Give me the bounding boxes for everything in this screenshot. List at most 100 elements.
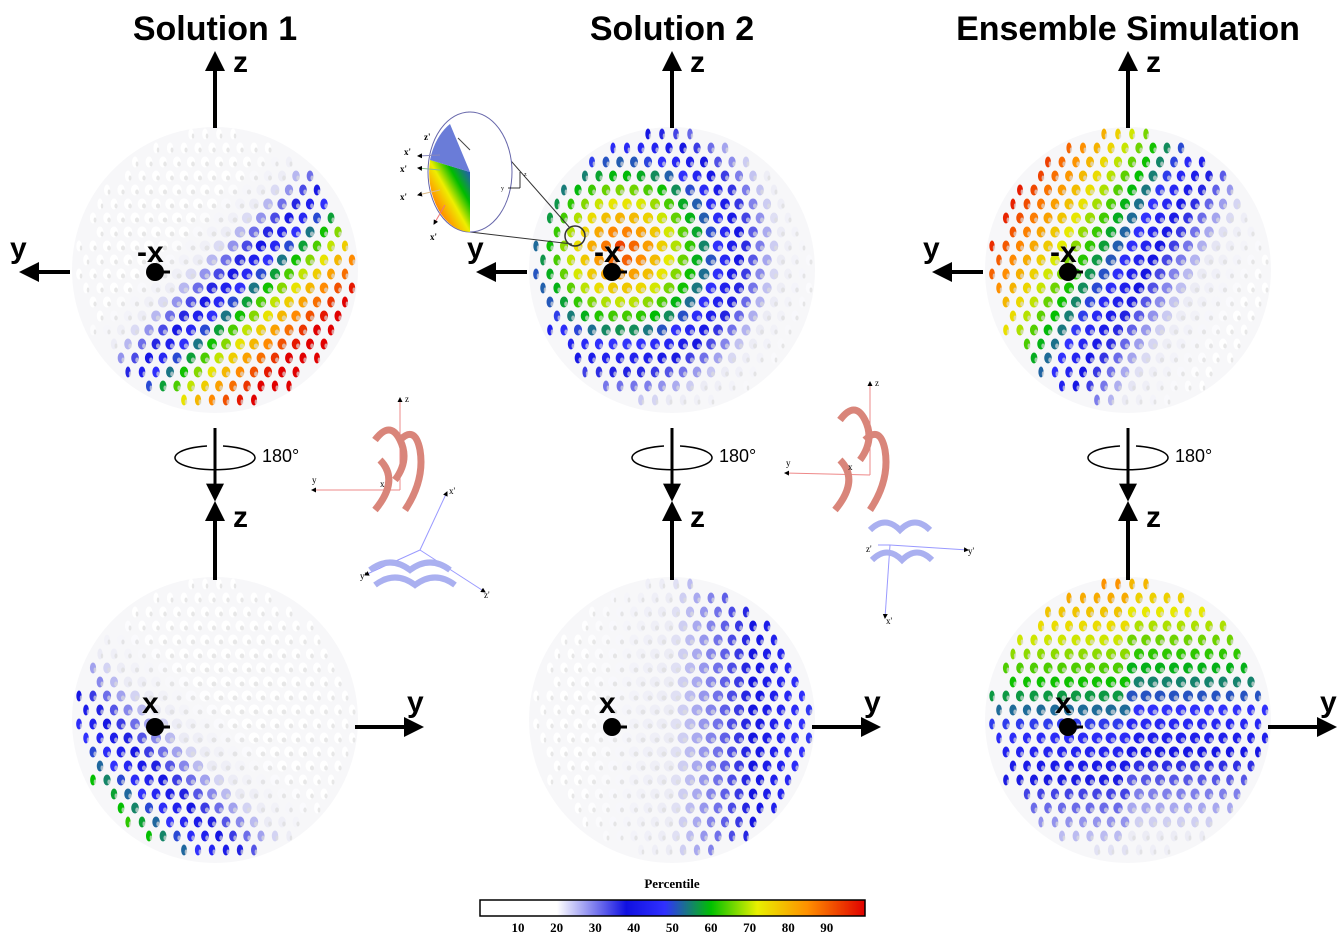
- sphere-dot-shade: [781, 766, 785, 771]
- sphere-dot-shade: [156, 766, 160, 771]
- sphere-dot-shade: [310, 232, 314, 237]
- sphere-dot-shade: [634, 274, 639, 279]
- sphere-dot-shade: [121, 640, 124, 645]
- sphere-dot-shade: [676, 246, 681, 251]
- sphere-dot-shade: [1146, 808, 1150, 813]
- sphere-dot-shade: [1153, 766, 1158, 771]
- sphere-dot-shade: [760, 724, 764, 729]
- sphere-dot-shade: [1111, 598, 1114, 603]
- sphere-dot-shade: [1083, 344, 1087, 349]
- sphere-dot: [1113, 213, 1123, 224]
- rotation-label: 180°: [719, 446, 756, 466]
- sphere-dot-shade: [767, 766, 771, 771]
- sphere-dot: [1134, 761, 1145, 772]
- sphere-dot: [636, 733, 647, 744]
- sphere-dot-shade: [128, 316, 132, 321]
- sphere-dot-shade: [1083, 232, 1088, 237]
- sphere-dot-shade: [324, 316, 328, 321]
- sphere-dot-shade: [205, 162, 209, 167]
- sphere-dot: [228, 663, 238, 674]
- sphere-dot-shade: [1181, 344, 1185, 349]
- sphere-dot-shade: [634, 612, 638, 617]
- sphere-dot-shade: [704, 612, 708, 617]
- sphere-dot: [1106, 761, 1116, 772]
- sphere-dot: [664, 255, 675, 266]
- sphere-dot-shade: [634, 358, 638, 363]
- sphere-dot: [636, 227, 646, 238]
- sphere-dot-shade: [261, 640, 265, 645]
- sphere-dot-shade: [1083, 766, 1088, 771]
- sphere-dot: [186, 269, 197, 280]
- sphere-dot-shade: [592, 724, 596, 729]
- sphere-dot: [643, 719, 654, 730]
- sphere-dot-shade: [205, 246, 210, 251]
- sphere-dot-shade: [233, 274, 238, 279]
- sphere-dot-shade: [1118, 668, 1123, 673]
- sphere-dot: [1106, 227, 1117, 238]
- sphere-dot-shade: [261, 386, 264, 391]
- sphere-dot-shade: [1034, 274, 1038, 279]
- sphere-dot-shade: [268, 344, 272, 349]
- sphere-dot-shade: [704, 640, 708, 645]
- sphere-dot-shade: [641, 794, 645, 799]
- sphere-dot: [207, 227, 218, 238]
- sphere-dot-shade: [114, 204, 117, 209]
- sphere-dot-shade: [268, 372, 272, 377]
- sphere-dot-shade: [205, 696, 210, 701]
- sphere-dot-shade: [1055, 626, 1058, 631]
- sphere-dot-shade: [1237, 766, 1241, 771]
- sphere-dot: [1134, 283, 1145, 294]
- sphere-dot-shade: [704, 808, 708, 813]
- sphere-dot-shade: [1160, 808, 1164, 813]
- sphere-dot-shade: [1125, 654, 1130, 659]
- sphere-dot-shade: [233, 190, 237, 195]
- sphere-dot-shade: [219, 190, 223, 195]
- sphere-dot-shade: [296, 626, 299, 631]
- sphere-dot-shade: [732, 808, 736, 813]
- sphere-dot: [1183, 269, 1193, 280]
- sphere-dot-shade: [781, 738, 785, 743]
- sphere-dot-shade: [143, 372, 146, 377]
- sphere-dot-shade: [303, 302, 307, 307]
- sphere-dot-shade: [1006, 274, 1009, 279]
- sphere-dot-shade: [592, 696, 596, 701]
- sphere-dot-shade: [1014, 766, 1017, 771]
- sphere-dot-shade: [212, 260, 217, 265]
- sphere-dot-shade: [199, 400, 202, 405]
- sphere-dot-shade: [1153, 372, 1157, 377]
- sphere-dot: [657, 691, 668, 702]
- sphere-dot-shade: [1049, 162, 1052, 167]
- sphere-dot-shade: [1174, 780, 1178, 785]
- sphere-dot-shade: [767, 654, 771, 659]
- sphere-dot-shade: [718, 752, 723, 757]
- sphere-dot-shade: [613, 316, 617, 321]
- sphere-dot-shade: [599, 794, 603, 799]
- sphere-dot-shade: [163, 640, 167, 645]
- sphere-dot-shade: [219, 836, 223, 841]
- sphere-dot-shade: [599, 288, 603, 293]
- sphere-dot-shade: [156, 682, 160, 687]
- sphere-dot-shade: [289, 218, 293, 223]
- sphere-dot-shade: [1188, 752, 1193, 757]
- sphere-dot-shade: [303, 218, 307, 223]
- sphere-dot-shade: [1132, 836, 1136, 841]
- sphere-dot-shade: [648, 190, 652, 195]
- sphere-dot-shade: [1160, 752, 1165, 757]
- sphere-dot-shade: [753, 822, 756, 827]
- sphere-dot: [242, 747, 253, 758]
- sphere-dot: [636, 677, 646, 688]
- sphere-dot-shade: [634, 190, 638, 195]
- sphere-dot: [1127, 269, 1138, 280]
- sphere-dot-shade: [760, 752, 764, 757]
- sphere-dot-shade: [1069, 204, 1073, 209]
- sphere-dot-shade: [1048, 218, 1052, 223]
- sphere-dot-shade: [1034, 808, 1037, 813]
- sphere-dot-shade: [1132, 386, 1136, 391]
- sphere-dot-shade: [1181, 260, 1186, 265]
- sphere-dot-shade: [1188, 302, 1193, 307]
- sphere-dot-shade: [1125, 598, 1128, 603]
- sphere-dot-shade: [1041, 344, 1044, 349]
- sphere-dot-shade: [697, 654, 702, 659]
- sphere-dot: [242, 663, 252, 674]
- sphere-dot-shade: [1140, 850, 1143, 855]
